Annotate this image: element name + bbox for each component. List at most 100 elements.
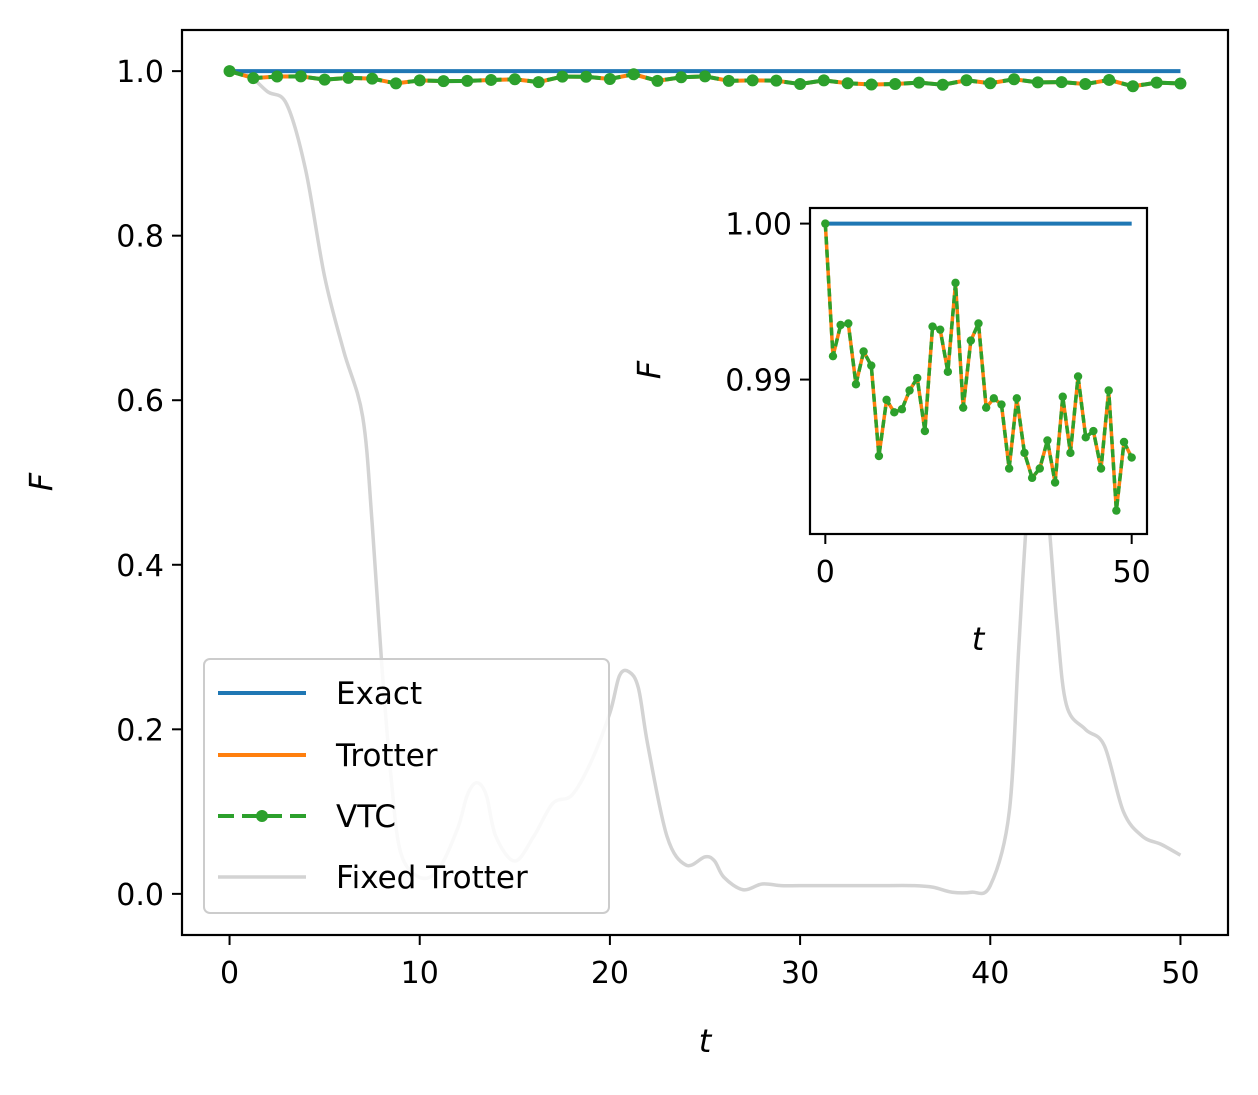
vtc-point-23 — [770, 74, 783, 87]
inset-vtc-point-20 — [974, 319, 983, 328]
inset-y-axis-label: F — [630, 360, 668, 379]
legend-label-vtc: VTC — [336, 799, 396, 835]
inset-vtc-point-2 — [836, 320, 845, 330]
vtc-point-33 — [1008, 73, 1021, 86]
inset-vtc-point-29 — [1043, 436, 1052, 445]
inset-vtc-point-28 — [1035, 464, 1044, 473]
vtc-point-19 — [675, 71, 688, 84]
inset-vtc-point-5 — [859, 347, 868, 356]
vtc-point-38 — [1126, 80, 1139, 93]
inset-vtc-point-0 — [821, 219, 830, 228]
vtc-point-36 — [1079, 78, 1092, 91]
inset-vtc-point-39 — [1119, 437, 1129, 447]
main-y-tick-label-3: 0.6 — [116, 384, 164, 419]
inset-vtc-point-9 — [890, 408, 899, 417]
main-y-axis: 0.0 0.2 0.4 0.6 0.8 1.0 — [116, 55, 182, 913]
legend-label-exact: Exact — [336, 676, 422, 712]
inset-vtc-point-17 — [951, 278, 960, 288]
vtc-point-14 — [556, 70, 569, 83]
inset-vtc-point-3 — [844, 319, 853, 328]
inset-axes-frame — [808, 206, 1149, 536]
vtc-point-18 — [651, 74, 664, 87]
vtc-point-10 — [461, 74, 474, 87]
vtc-point-15 — [580, 70, 593, 83]
vtc-point-25 — [817, 74, 830, 87]
inset-series-line-vtc — [823, 223, 1134, 513]
vtc-point-29 — [912, 76, 925, 89]
legend: Exact Trotter VTC Fixed Trotter — [203, 658, 610, 914]
inset-x-axis-label: t — [972, 620, 986, 658]
inset-background — [810, 208, 1147, 534]
inset-vtc-point-12 — [913, 373, 922, 383]
inset-vtc-point-27 — [1027, 473, 1037, 483]
vtc-point-0 — [223, 65, 236, 78]
inset-vtc-point-23 — [997, 400, 1006, 409]
main-y-tick-label-1: 0.2 — [116, 713, 164, 748]
main-y-axis-label: F — [22, 472, 60, 491]
inset-vtc-point-37 — [1104, 386, 1113, 395]
inset-vtc-point-8 — [882, 395, 891, 405]
vtc-point-32 — [984, 77, 997, 90]
inset-vtc-point-24 — [1004, 464, 1014, 473]
vtc-point-24 — [794, 78, 807, 91]
inset-vtc-point-10 — [897, 405, 907, 414]
main-y-tick-label-4: 0.8 — [116, 220, 164, 255]
main-y-tick-label-0: 0.0 — [116, 878, 164, 913]
inset-vtc-point-6 — [867, 361, 876, 370]
inset-vtc-point-11 — [905, 386, 914, 395]
vtc-point-6 — [366, 72, 379, 85]
vtc-point-1 — [247, 72, 260, 85]
main-x-tick-label-4: 40 — [971, 956, 1009, 991]
inset-vtc-point-13 — [920, 426, 930, 436]
vtc-point-2 — [271, 70, 284, 83]
inset-x-tick-label-0: 0 — [816, 555, 835, 590]
inset-vtc-point-26 — [1020, 448, 1029, 458]
inset-vtc-point-33 — [1073, 372, 1083, 381]
vtc-point-9 — [437, 75, 450, 88]
main-x-axis: 0 10 20 30 40 50 — [220, 935, 1200, 991]
inset-vtc-point-22 — [989, 394, 999, 403]
main-y-tick-label-5: 1.0 — [116, 55, 164, 90]
vtc-point-12 — [508, 73, 521, 86]
vtc-point-31 — [960, 74, 973, 87]
inset-vtc-point-18 — [958, 403, 968, 412]
inset-y-tick-label-1: 1.00 — [725, 208, 792, 243]
inset-vtc-point-4 — [851, 380, 861, 389]
inset-vtc-point-7 — [874, 451, 884, 461]
inset-x-axis: 0 50 — [816, 534, 1151, 590]
vtc-point-4 — [318, 73, 331, 86]
inset-x-tick-label-1: 50 — [1113, 555, 1151, 590]
vtc-point-26 — [841, 77, 854, 90]
inset-vtc-point-30 — [1050, 478, 1060, 487]
main-x-axis-label: t — [699, 1022, 713, 1060]
inset-vtc-point-34 — [1081, 433, 1090, 442]
inset-vtc-point-21 — [981, 403, 991, 412]
vtc-point-13 — [532, 76, 545, 89]
inset-y-tick-label-0: 0.99 — [725, 364, 792, 399]
main-y-tick-label-2: 0.4 — [116, 549, 164, 584]
vtc-point-40 — [1174, 77, 1187, 90]
inset-vtc-point-25 — [1012, 394, 1021, 403]
main-axes-frame — [180, 28, 1230, 937]
vtc-point-20 — [699, 70, 711, 83]
main-x-tick-label-5: 50 — [1161, 956, 1199, 991]
inset-plot-area — [821, 219, 1136, 515]
inset-vtc-point-35 — [1089, 426, 1098, 436]
inset-vtc-point-1 — [828, 351, 838, 361]
inset-vtc-point-36 — [1096, 464, 1106, 473]
inset-vtc-point-15 — [936, 325, 945, 334]
inset-y-axis: 0.99 1.00 — [725, 208, 810, 399]
legend-marker-vtc — [256, 810, 268, 822]
vtc-point-35 — [1055, 76, 1068, 89]
main-x-tick-label-2: 20 — [591, 956, 629, 991]
vtc-point-16 — [603, 72, 616, 85]
inset-vtc-point-16 — [943, 367, 953, 376]
legend-label-trotter: Trotter — [335, 738, 438, 774]
vtc-point-17 — [627, 68, 640, 81]
vtc-point-37 — [1103, 73, 1116, 86]
main-x-tick-label-3: 30 — [781, 956, 819, 991]
inset-vtc-point-32 — [1066, 448, 1075, 458]
